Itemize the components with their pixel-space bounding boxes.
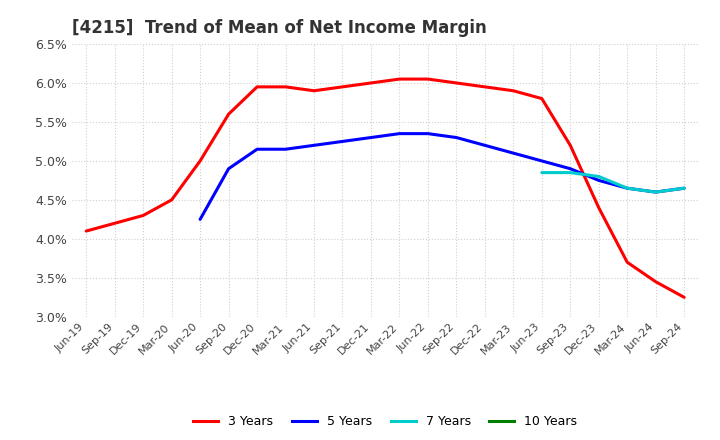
- Legend: 3 Years, 5 Years, 7 Years, 10 Years: 3 Years, 5 Years, 7 Years, 10 Years: [188, 411, 582, 433]
- Text: [4215]  Trend of Mean of Net Income Margin: [4215] Trend of Mean of Net Income Margi…: [72, 19, 487, 37]
